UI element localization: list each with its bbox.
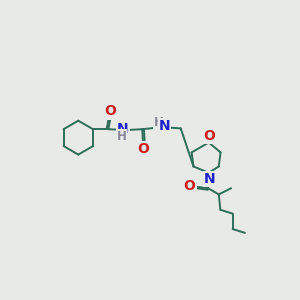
Text: O: O [203,129,215,143]
Text: O: O [137,142,149,156]
Text: N: N [117,122,129,136]
Text: O: O [184,179,196,193]
Text: N: N [204,172,215,186]
Text: N: N [159,119,170,133]
Text: O: O [105,104,117,118]
Text: H: H [154,116,164,129]
Text: H: H [116,130,126,142]
